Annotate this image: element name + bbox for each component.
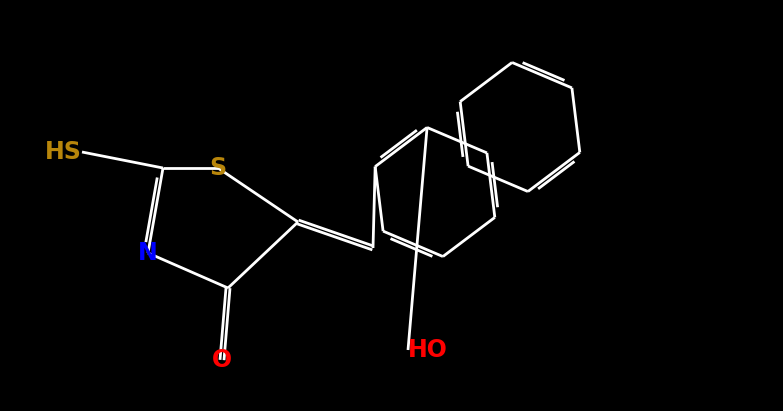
Text: O: O	[212, 348, 232, 372]
Text: S: S	[209, 156, 226, 180]
Text: HS: HS	[45, 140, 82, 164]
Text: N: N	[138, 241, 158, 265]
Text: HO: HO	[408, 338, 448, 362]
